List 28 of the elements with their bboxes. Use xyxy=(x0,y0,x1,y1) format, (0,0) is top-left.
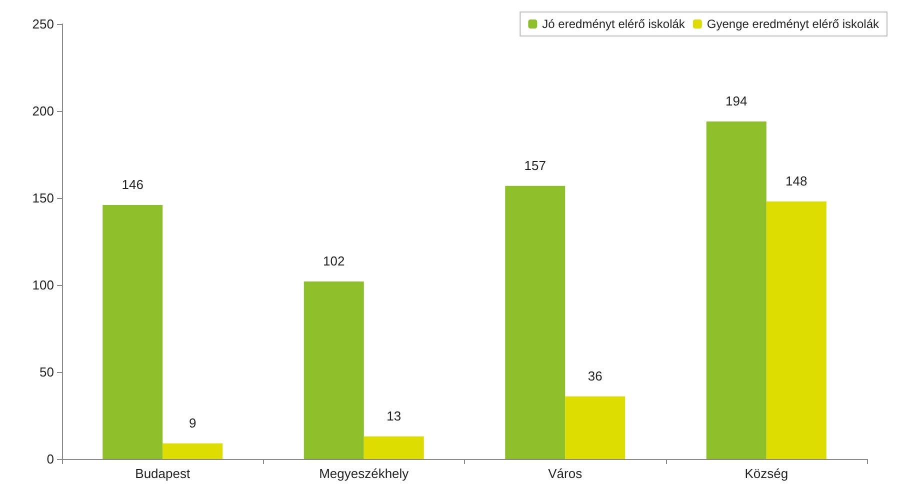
data-label: 36 xyxy=(588,368,602,384)
bar xyxy=(505,186,566,459)
x-tick-label: Község xyxy=(744,466,788,481)
data-label: 146 xyxy=(122,176,144,192)
bar xyxy=(706,121,766,459)
y-tick-label: 250 xyxy=(32,16,54,32)
x-tick-label: Város xyxy=(548,466,583,481)
bar xyxy=(102,204,163,459)
bar xyxy=(766,201,826,459)
data-label: 157 xyxy=(524,158,546,173)
x-tick-label: Megyeszékhely xyxy=(319,466,410,481)
y-tick-label: 150 xyxy=(32,190,54,206)
y-tick-label: 50 xyxy=(40,364,54,380)
x-tick-label: Budapest xyxy=(135,466,190,481)
legend-label: Gyenge eredményt elérő iskolák xyxy=(706,17,880,31)
y-tick-label: 200 xyxy=(32,104,54,118)
y-tick-label: 100 xyxy=(32,278,54,292)
y-tick-label: 0 xyxy=(46,452,54,466)
bar xyxy=(364,436,424,459)
bar xyxy=(304,282,364,459)
data-label: 194 xyxy=(726,93,748,108)
bar xyxy=(162,443,223,459)
data-label: 13 xyxy=(386,408,402,424)
bar xyxy=(565,396,626,459)
data-label: 9 xyxy=(189,415,196,430)
data-label: 102 xyxy=(323,254,345,269)
data-label: 148 xyxy=(786,173,808,188)
legend-label: Jó eredményt elérő iskolák xyxy=(542,17,686,31)
